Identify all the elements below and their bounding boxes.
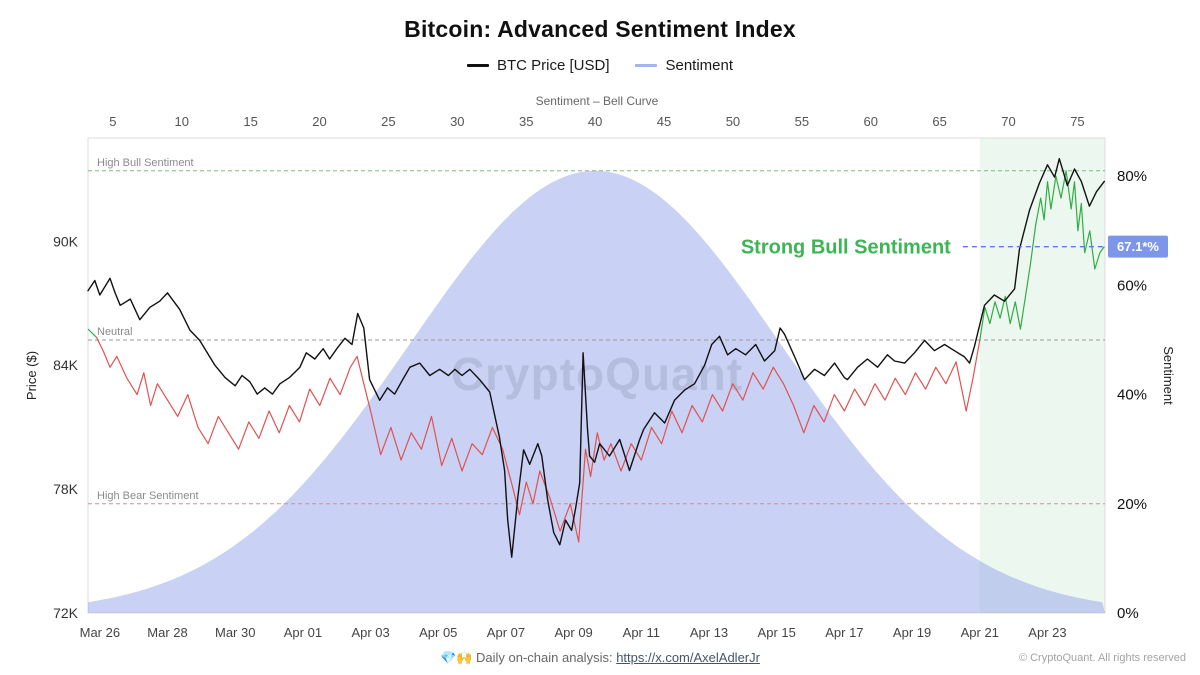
bull-highlight-region [979, 138, 1105, 613]
legend-item-sentiment: Sentiment [635, 57, 733, 74]
sentiment-line-segment [979, 170, 1105, 341]
date-tick-label: Mar 30 [215, 625, 255, 640]
footer-caption: 💎🙌 Daily on-chain analysis: [440, 650, 617, 665]
legend-label-btc-price: BTC Price [USD] [496, 57, 610, 74]
btc-price-line-swatch [466, 64, 489, 67]
date-tick-label: Apr 23 [1028, 625, 1066, 640]
top-axis-tick-label: 15 [243, 114, 257, 129]
top-axis-tick-label: 70 [1001, 114, 1015, 129]
top-axis-tick-label: 10 [174, 114, 188, 129]
price-tick-label: 72K [53, 605, 79, 621]
sentiment-bell-curve [88, 170, 1105, 614]
sentiment-tick-label: 80% [1117, 168, 1147, 185]
date-tick-label: Apr 01 [284, 625, 322, 640]
price-tick-label: 84K [53, 357, 79, 373]
sentiment-line-segment [87, 328, 97, 338]
top-axis-tick-label: 5 [109, 114, 116, 129]
date-tick-label: Apr 11 [623, 625, 660, 640]
date-tick-label: Apr 19 [893, 625, 931, 640]
sentiment-line-swatch [635, 64, 658, 67]
sentiment-tick-label: 0% [1117, 605, 1139, 622]
sentiment-tick-label: 40% [1117, 387, 1147, 404]
date-tick-label: Mar 28 [147, 625, 187, 640]
strong-bull-annotation: Strong Bull Sentiment [741, 237, 951, 259]
top-axis-tick-label: 40 [588, 114, 602, 129]
date-tick-label: Apr 21 [961, 625, 999, 640]
top-axis-title: Sentiment – Bell Curve [536, 94, 659, 108]
date-tick-label: Apr 09 [554, 625, 592, 640]
sentiment-line-segment [95, 337, 981, 543]
sentiment-tick-label: 20% [1117, 496, 1147, 513]
watermark: CryptoQuant [451, 348, 743, 400]
top-axis-tick-label: 60 [863, 114, 877, 129]
date-tick-label: Apr 03 [351, 625, 389, 640]
top-axis-tick-label: 65 [932, 114, 946, 129]
legend-label-sentiment: Sentiment [665, 57, 734, 74]
footer: 💎🙌 Daily on-chain analysis: https://x.co… [0, 650, 1200, 666]
price-tick-label: 90K [53, 233, 79, 249]
top-axis-tick-label: 75 [1070, 114, 1084, 129]
top-axis-tick-label: 30 [450, 114, 464, 129]
price-axis-title: Price ($) [24, 351, 39, 400]
date-tick-label: Apr 15 [758, 625, 796, 640]
price-tick-label: 78K [53, 481, 79, 497]
btc-price-line [87, 157, 1106, 558]
copyright-notice: © CryptoQuant. All rights reserved [1018, 652, 1186, 664]
date-tick-label: Mar 26 [80, 625, 120, 640]
top-axis-tick-label: 35 [519, 114, 533, 129]
chart-legend: BTC Price [USD] Sentiment [0, 57, 1200, 74]
chart-title: Bitcoin: Advanced Sentiment Index [404, 16, 796, 42]
footer-link[interactable]: https://x.com/AxelAdlerJr [616, 650, 760, 665]
top-axis-tick-label: 50 [726, 114, 740, 129]
current-sentiment-badge [1108, 235, 1168, 258]
high-bear-label: High Bear Sentiment [97, 490, 199, 502]
date-tick-label: Apr 13 [690, 625, 728, 640]
top-axis-tick-label: 20 [312, 114, 326, 129]
top-axis-tick-label: 25 [381, 114, 395, 129]
sentiment-tick-label: 60% [1117, 277, 1147, 294]
top-axis-tick-label: 55 [795, 114, 809, 129]
top-axis-tick-label: 45 [657, 114, 671, 129]
date-tick-label: Apr 17 [825, 625, 863, 640]
sentiment-axis-title: Sentiment [1161, 346, 1176, 405]
current-sentiment-badge-label: 67.1*% [1117, 239, 1159, 254]
date-tick-label: Apr 05 [419, 625, 457, 640]
date-tick-label: Apr 07 [487, 625, 525, 640]
legend-item-btc-price: BTC Price [USD] [466, 57, 610, 74]
high-bull-label: High Bull Sentiment [97, 157, 194, 169]
neutral-label: Neutral [97, 326, 132, 338]
